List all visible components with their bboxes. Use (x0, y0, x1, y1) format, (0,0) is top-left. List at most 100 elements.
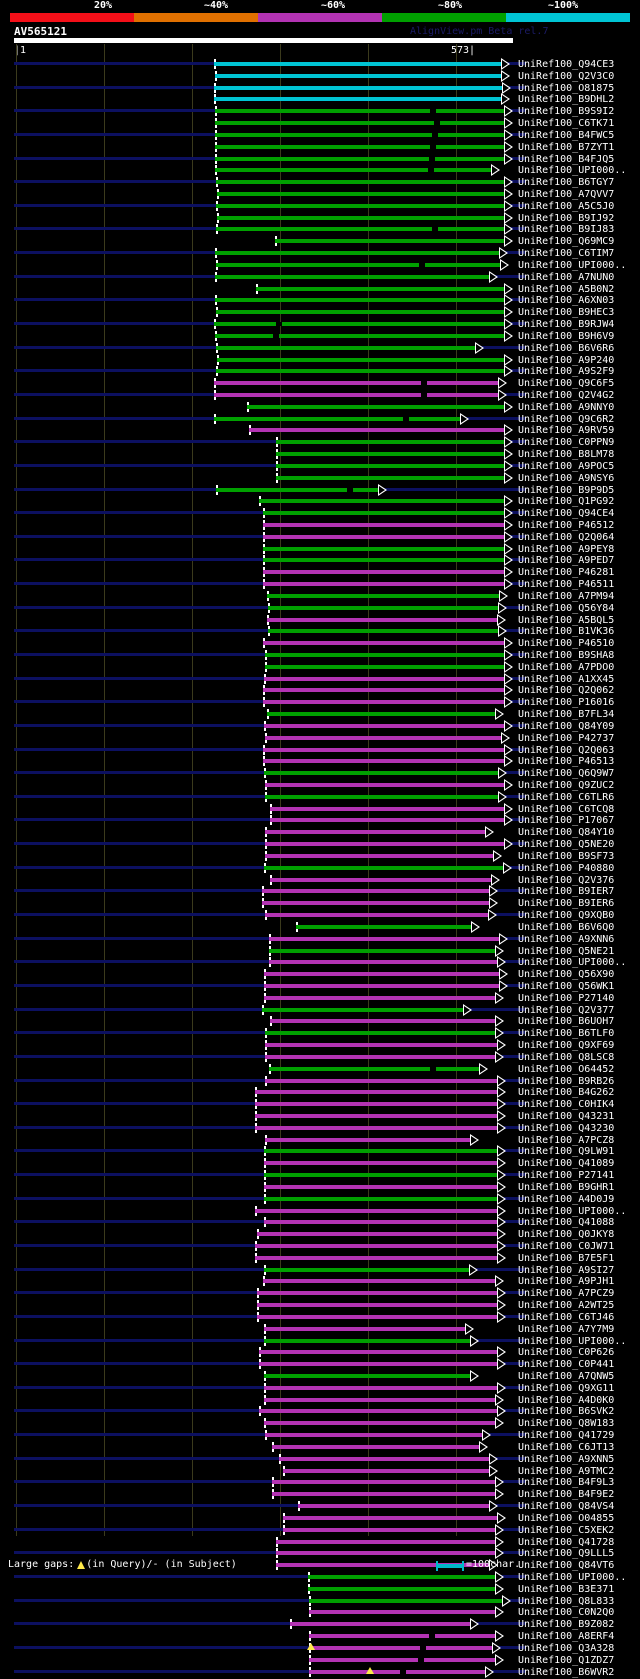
hsp-bar[interactable] (214, 85, 503, 90)
hit-label[interactable]: UniRef100_A4D0K0 (518, 1394, 615, 1406)
hsp-bar[interactable] (217, 357, 505, 362)
hsp-bar[interactable] (262, 901, 490, 906)
hsp-bar[interactable] (265, 1031, 496, 1036)
hit-label[interactable]: UniRef100_Q9C6F5 (518, 378, 615, 390)
hit-label[interactable]: UniRef100_A4D0J9 (518, 1193, 615, 1205)
hsp-bar[interactable] (263, 700, 505, 705)
hsp-bar[interactable] (259, 1362, 498, 1367)
alignment-row[interactable] (0, 755, 640, 768)
hsp-bar[interactable] (276, 1563, 490, 1568)
hit-label[interactable]: UniRef100_B1VK36 (518, 626, 615, 638)
hsp-bar[interactable] (262, 1007, 464, 1012)
alignment-row[interactable] (0, 897, 640, 910)
hsp-bar[interactable] (255, 1244, 498, 1248)
hsp-bar[interactable] (264, 1161, 498, 1166)
hit-label[interactable]: UniRef100_P46510 (518, 638, 615, 650)
hit-label[interactable]: UniRef100_A7Y7M9 (518, 1323, 615, 1335)
hit-label[interactable]: UniRef100_P17067 (518, 815, 615, 827)
hsp-bar[interactable] (265, 1054, 496, 1059)
alignment-row[interactable] (0, 554, 640, 567)
hit-label[interactable]: UniRef100_B9P9D5 (518, 484, 615, 496)
hit-label[interactable]: UniRef100_C6TIM7 (518, 248, 615, 260)
hsp-bar[interactable] (264, 1196, 498, 1201)
hit-label[interactable]: UniRef100_O04855 (518, 1512, 615, 1524)
alignment-row[interactable] (0, 1251, 640, 1264)
alignment-row[interactable] (0, 1240, 640, 1252)
hsp-bar[interactable] (263, 534, 505, 539)
alignment-row[interactable] (0, 625, 640, 638)
hsp-bar[interactable] (215, 168, 492, 173)
hit-label[interactable]: UniRef100_B4F9E2 (518, 1489, 615, 1501)
alignment-row[interactable] (0, 1322, 640, 1335)
alignment-row[interactable] (0, 164, 640, 177)
hsp-bar[interactable] (247, 404, 505, 409)
alignment-row[interactable] (0, 589, 640, 602)
alignment-row[interactable] (0, 944, 640, 957)
alignment-row[interactable] (0, 1346, 640, 1359)
hit-label[interactable]: UniRef100_Q84VT6 (518, 1560, 615, 1572)
hit-label[interactable]: UniRef100_B7FL34 (518, 709, 615, 721)
hit-label[interactable]: UniRef100_Q9XG11 (518, 1382, 615, 1394)
hit-label[interactable]: UniRef100_A6XN03 (518, 295, 615, 307)
hsp-bar[interactable] (264, 1184, 498, 1189)
alignment-row[interactable] (0, 708, 640, 721)
hit-label[interactable]: UniRef100_Q69MC9 (518, 236, 615, 248)
hit-label[interactable]: UniRef100_Q2V377 (518, 1004, 615, 1016)
alignment-row[interactable] (0, 637, 640, 650)
alignment-row[interactable] (0, 861, 640, 874)
hit-label[interactable]: UniRef100_P46281 (518, 567, 615, 579)
alignment-row[interactable] (0, 69, 640, 82)
hit-label[interactable]: UniRef100_B9SHA8 (518, 650, 615, 661)
alignment-row[interactable] (0, 1062, 640, 1075)
hit-label[interactable]: UniRef100_C0P626 (518, 1347, 615, 1359)
hit-label[interactable]: UniRef100_B9DHL2 (518, 94, 615, 106)
hsp-bar[interactable] (216, 345, 476, 350)
hit-label[interactable]: UniRef100_C6JT13 (518, 1441, 615, 1453)
hsp-bar[interactable] (263, 747, 505, 752)
alignment-row[interactable] (0, 1488, 640, 1501)
hit-label[interactable]: UniRef100_C0HIK4 (518, 1099, 615, 1111)
alignment-row[interactable] (0, 1027, 640, 1040)
hit-label[interactable]: UniRef100_Q2Q062 (518, 685, 615, 697)
alignment-row[interactable] (0, 199, 640, 212)
alignment-row[interactable] (0, 838, 640, 851)
hsp-bar[interactable] (264, 1173, 498, 1178)
hsp-bar[interactable] (309, 1645, 493, 1650)
hit-label[interactable]: UniRef100_A9NNY0 (518, 401, 615, 413)
hit-label[interactable]: UniRef100_Q9LLL5 (518, 1548, 615, 1560)
hit-label[interactable]: UniRef100_A9NSY6 (518, 472, 615, 484)
hit-label[interactable]: UniRef100_A9PEY8 (518, 543, 615, 555)
alignment-row[interactable] (0, 849, 640, 862)
hsp-bar[interactable] (264, 723, 505, 728)
alignment-row[interactable] (0, 1263, 640, 1276)
hit-label[interactable]: UniRef100_P46513 (518, 756, 615, 768)
alignment-row[interactable] (0, 1476, 640, 1489)
hsp-bar[interactable] (269, 948, 496, 953)
hit-label[interactable]: UniRef100_B4FJQ5 (518, 153, 615, 165)
alignment-row[interactable] (0, 365, 640, 378)
hsp-bar[interactable] (263, 558, 505, 563)
alignment-row[interactable] (0, 743, 640, 756)
hsp-bar[interactable] (215, 73, 502, 78)
alignment-row[interactable] (0, 483, 640, 496)
alignment-row[interactable] (0, 1429, 640, 1442)
alignment-row[interactable] (0, 1641, 640, 1654)
hit-label[interactable]: UniRef100_B7ZYT1 (518, 141, 615, 153)
alignment-row[interactable] (0, 448, 640, 461)
hit-label[interactable]: UniRef100_UPI000.. (518, 259, 627, 271)
alignment-row[interactable] (0, 459, 640, 472)
alignment-row[interactable] (0, 1452, 640, 1465)
hit-label[interactable]: UniRef100_B8LM78 (518, 449, 615, 461)
hsp-bar[interactable] (265, 913, 489, 918)
hsp-bar[interactable] (255, 1125, 498, 1130)
alignment-row[interactable] (0, 672, 640, 685)
alignment-row[interactable] (0, 885, 640, 898)
hsp-bar[interactable] (215, 132, 505, 137)
hsp-bar[interactable] (309, 1610, 496, 1615)
hit-label[interactable]: UniRef100_A1XX45 (518, 673, 615, 685)
hsp-bar[interactable] (264, 676, 505, 681)
alignment-row[interactable] (0, 1665, 640, 1678)
alignment-row[interactable] (0, 1653, 640, 1666)
hsp-bar[interactable] (255, 1113, 498, 1118)
hsp-bar[interactable] (275, 239, 505, 244)
